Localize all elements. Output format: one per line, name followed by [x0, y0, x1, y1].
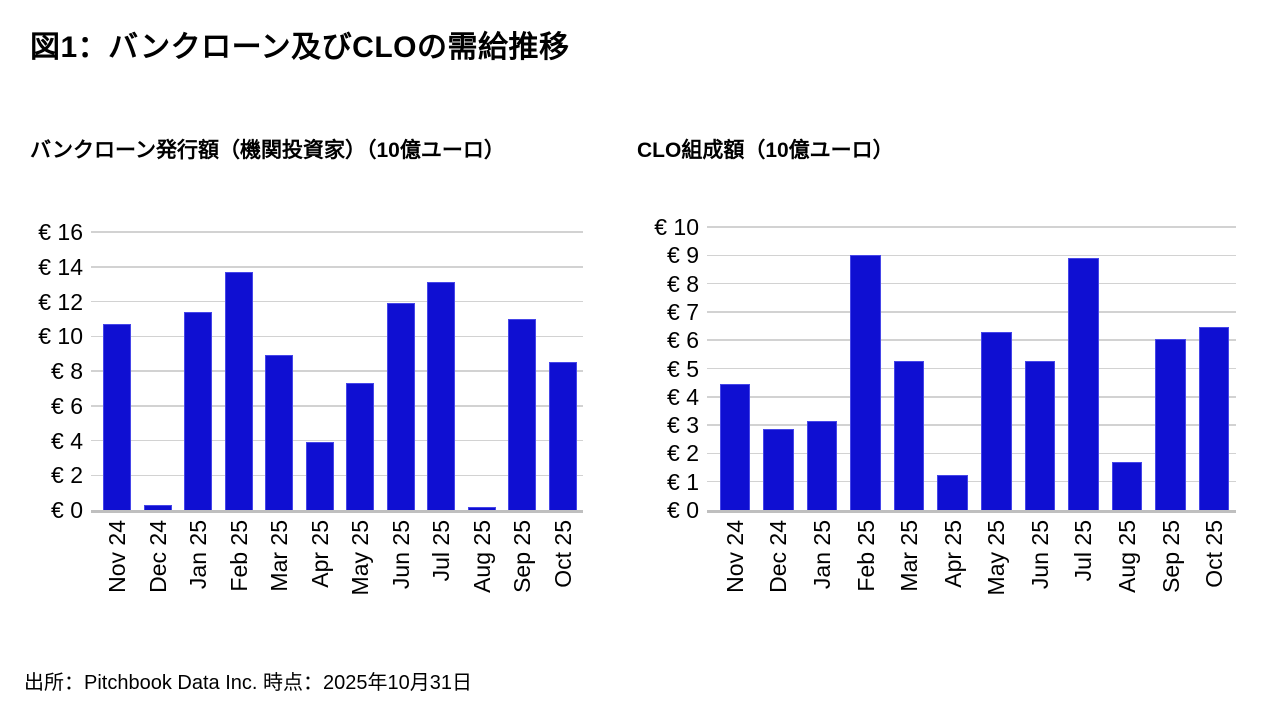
bar: [937, 474, 968, 510]
y-tick-label: € 3: [667, 412, 699, 439]
gridline: [91, 405, 583, 407]
right-chart-title: CLO組成額（10億ユーロ）: [637, 139, 894, 162]
gridline: [707, 396, 1236, 398]
gridline: [707, 282, 1236, 285]
gridline: [91, 335, 583, 337]
bar: [427, 282, 456, 510]
x-tick-label: Mar 25: [896, 520, 923, 592]
x-tick-label: Dec 24: [765, 520, 792, 593]
gridline: [707, 480, 1236, 483]
gridline: [707, 311, 1236, 313]
bar: [265, 355, 294, 510]
x-tick-label: Apr 25: [306, 520, 333, 588]
bar: [224, 271, 253, 510]
gridline: [707, 424, 1236, 426]
y-tick-label: € 16: [38, 219, 83, 245]
gridline: [91, 300, 583, 303]
bar: [850, 255, 881, 510]
x-tick-label: Oct 25: [1201, 520, 1228, 588]
bar: [467, 507, 496, 510]
x-tick-label: Apr 25: [939, 520, 966, 588]
x-tick-label: Jul 25: [428, 520, 455, 582]
y-tick-label: € 6: [51, 392, 83, 419]
bar: [806, 420, 838, 510]
y-tick-label: € 14: [38, 253, 83, 280]
x-tick-label: Sep 25: [509, 520, 536, 593]
gridline: [91, 231, 583, 233]
x-tick-label: Feb 25: [225, 520, 252, 592]
gridline: [707, 254, 1236, 257]
x-tick-label: Aug 25: [1114, 520, 1141, 593]
x-tick-label: Mar 25: [266, 520, 293, 592]
gridline: [91, 474, 583, 476]
bar: [184, 311, 213, 510]
bar: [386, 303, 415, 510]
bar: [1024, 361, 1056, 510]
bar: [1068, 258, 1099, 510]
x-tick-label: Feb 25: [852, 520, 879, 592]
x-axis-line: [91, 510, 583, 513]
x-tick-label: Nov 24: [721, 520, 748, 593]
gridline: [707, 367, 1236, 370]
source-note: 出所：Pitchbook Data Inc. 時点：2025年10月31日: [24, 672, 472, 694]
bar: [508, 318, 537, 510]
y-tick-label: € 12: [38, 288, 83, 315]
gridline: [707, 226, 1236, 228]
bar: [346, 383, 375, 510]
bar: [305, 442, 334, 510]
page-title: 図1：バンクローン及びCLOの需給推移: [30, 31, 570, 64]
gridline: [91, 370, 583, 372]
y-tick-label: € 2: [51, 462, 83, 489]
y-tick-label: € 10: [38, 323, 83, 350]
x-tick-label: Jan 25: [808, 520, 835, 590]
y-tick-label: € 0: [51, 497, 83, 523]
bar: [143, 504, 172, 510]
x-tick-label: Jul 25: [1070, 520, 1097, 582]
bar: [103, 324, 132, 510]
bar: [893, 361, 925, 510]
gridline: [91, 439, 583, 442]
x-tick-label: Oct 25: [549, 520, 576, 588]
y-tick-label: € 5: [667, 355, 699, 382]
y-tick-label: € 2: [667, 440, 699, 467]
x-tick-label: May 25: [983, 520, 1010, 596]
left-chart-title: バンクローン発行額（機関投資家）（10億ユーロ）: [30, 139, 505, 162]
gridline: [707, 339, 1236, 341]
bar: [1111, 461, 1143, 510]
x-tick-label: Jun 25: [1026, 520, 1053, 590]
bar: [548, 362, 577, 510]
y-tick-label: € 6: [667, 327, 699, 354]
x-tick-label: May 25: [347, 520, 374, 596]
x-axis-line: [707, 510, 1236, 513]
bar: [1198, 327, 1230, 510]
y-tick-label: € 0: [667, 497, 699, 523]
bar: [719, 384, 751, 510]
gridline: [707, 452, 1236, 455]
x-tick-label: Nov 24: [104, 520, 131, 593]
y-tick-label: € 7: [667, 298, 699, 325]
y-tick-label: € 8: [51, 358, 83, 384]
x-tick-label: Aug 25: [468, 520, 495, 593]
y-tick-label: € 1: [667, 468, 699, 495]
y-tick-label: € 8: [667, 270, 699, 297]
x-tick-label: Sep 25: [1157, 520, 1184, 593]
bar: [981, 331, 1012, 510]
y-tick-label: € 9: [667, 242, 699, 269]
bar: [763, 429, 794, 510]
x-tick-label: Jun 25: [387, 520, 414, 590]
x-tick-label: Jan 25: [185, 520, 212, 590]
y-tick-label: € 4: [667, 383, 699, 410]
gridline: [91, 266, 583, 268]
y-tick-label: € 10: [654, 214, 699, 240]
y-tick-label: € 4: [51, 427, 83, 454]
bar: [1155, 338, 1186, 510]
x-tick-label: Dec 24: [144, 520, 171, 593]
